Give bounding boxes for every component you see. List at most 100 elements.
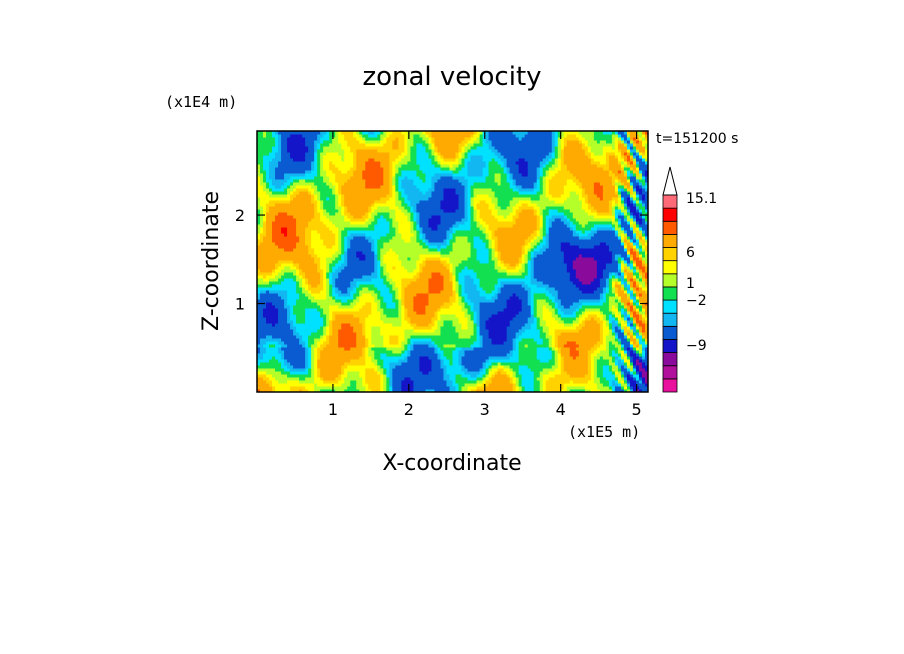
field-cell <box>284 332 288 336</box>
field-cell <box>506 359 511 363</box>
field-cell <box>623 347 628 351</box>
field-cell <box>302 287 306 291</box>
field-cell <box>410 338 414 342</box>
field-cell <box>482 308 487 312</box>
field-cell <box>605 338 610 342</box>
field-cell <box>320 296 324 300</box>
field-cell <box>635 353 640 357</box>
field-cell <box>353 296 357 300</box>
field-cell <box>323 293 327 297</box>
field-cell <box>266 356 270 360</box>
field-cell <box>608 365 613 369</box>
field-cell <box>620 374 625 378</box>
field-cell <box>440 320 444 324</box>
field-cell <box>392 323 396 327</box>
field-cell <box>629 356 634 360</box>
field-cell <box>437 377 441 381</box>
field-cell <box>584 320 589 324</box>
field-cell <box>317 374 321 378</box>
field-cell <box>275 365 279 369</box>
field-cell <box>395 311 399 315</box>
field-cell <box>563 290 568 294</box>
field-cell <box>401 311 405 315</box>
field-cell <box>560 314 565 318</box>
field-cell <box>269 299 273 303</box>
field-cell <box>425 284 429 288</box>
field-cell <box>314 380 318 384</box>
field-cell <box>350 389 354 393</box>
field-cell <box>329 284 333 288</box>
field-cell <box>287 338 291 342</box>
field-cell <box>644 362 649 366</box>
field-cell <box>404 338 408 342</box>
field-cell <box>593 308 598 312</box>
field-cell <box>557 338 562 342</box>
field-cell <box>440 347 444 351</box>
field-cell <box>539 365 544 369</box>
field-cell <box>551 341 556 345</box>
field-cell <box>479 386 484 390</box>
field-cell <box>302 296 306 300</box>
field-cell <box>566 308 571 312</box>
field-cell <box>365 341 369 345</box>
field-cell <box>521 278 526 282</box>
field-cell <box>473 389 478 393</box>
field-cell <box>467 320 472 324</box>
field-cell <box>278 278 282 282</box>
field-cell <box>356 353 360 357</box>
field-cell <box>416 350 420 354</box>
field-cell <box>482 368 487 372</box>
field-cell <box>317 290 321 294</box>
field-cell <box>506 287 511 291</box>
field-cell <box>380 368 384 372</box>
field-cell <box>587 338 592 342</box>
field-cell <box>554 278 559 282</box>
field-cell <box>320 281 324 285</box>
field-cell <box>533 389 538 393</box>
field-cell <box>281 311 285 315</box>
field-cell <box>539 356 544 360</box>
field-cell <box>395 299 399 303</box>
field-cell <box>428 338 432 342</box>
field-cell <box>296 371 300 375</box>
field-cell <box>545 365 550 369</box>
field-cell <box>578 326 583 330</box>
field-cell <box>482 287 487 291</box>
field-cell <box>398 332 402 336</box>
field-cell <box>293 287 297 291</box>
field-cell <box>452 362 457 366</box>
field-cell <box>278 296 282 300</box>
field-cell <box>341 389 345 393</box>
field-cell <box>290 278 294 282</box>
field-cell <box>623 299 628 303</box>
field-cell <box>527 284 532 288</box>
field-cell <box>350 356 354 360</box>
field-cell <box>545 284 550 288</box>
field-cell <box>314 278 318 282</box>
field-cell <box>380 374 384 378</box>
field-cell <box>518 320 523 324</box>
field-cell <box>287 317 291 321</box>
field-cell <box>308 338 312 342</box>
field-cell <box>464 365 469 369</box>
field-cell <box>593 317 598 321</box>
field-cell <box>329 371 333 375</box>
field-cell <box>467 368 472 372</box>
field-cell <box>485 350 490 354</box>
field-cell <box>608 338 613 342</box>
field-cell <box>317 362 321 366</box>
field-cell <box>509 290 514 294</box>
field-cell <box>344 371 348 375</box>
field-cell <box>407 296 411 300</box>
field-cell <box>332 329 336 333</box>
field-cell <box>419 311 423 315</box>
field-cell <box>386 290 390 294</box>
field-cell <box>344 374 348 378</box>
field-cell <box>497 386 502 390</box>
field-cell <box>335 305 339 309</box>
field-cell <box>542 335 547 339</box>
field-cell <box>572 380 577 384</box>
field-cell <box>434 353 438 357</box>
field-cell <box>263 299 267 303</box>
field-cell <box>551 293 556 297</box>
